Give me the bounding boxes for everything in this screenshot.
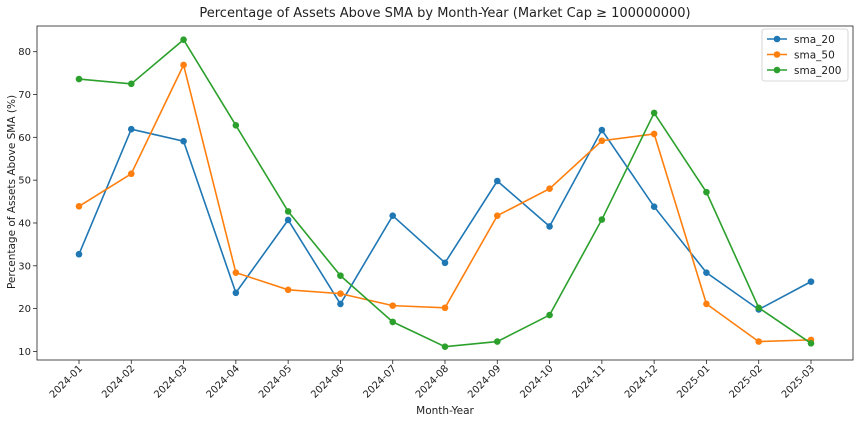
x-tick-label: 2024-04 — [205, 363, 242, 400]
x-tick-label: 2025-03 — [780, 363, 817, 400]
legend-label-sma_20: sma_20 — [794, 34, 835, 46]
y-tick-label: 20 — [18, 304, 31, 315]
data-point-sma_200 — [232, 122, 240, 129]
legend-label-sma_200: sma_200 — [794, 65, 841, 77]
y-axis-label: Percentage of Assets Above SMA (%) — [6, 95, 18, 289]
data-point-sma_200 — [284, 208, 292, 215]
x-tick-label: 2024-09 — [466, 363, 503, 400]
data-point-sma_20 — [127, 125, 135, 133]
data-point-sma_200 — [337, 272, 344, 279]
x-tick-label: 2024-07 — [362, 363, 399, 400]
y-tick-label: 70 — [18, 90, 31, 101]
data-point-sma_20 — [650, 203, 658, 211]
data-point-sma_200 — [598, 216, 606, 223]
data-point-sma_200 — [75, 75, 83, 83]
y-tick-label: 60 — [18, 133, 31, 144]
data-point-sma_50 — [493, 212, 501, 219]
data-point-sma_50 — [389, 302, 397, 309]
data-point-sma_20 — [703, 269, 710, 276]
data-point-sma_50 — [180, 61, 187, 69]
chart-title: Percentage of Assets Above SMA by Month-… — [199, 6, 690, 21]
data-point-sma_20 — [598, 126, 606, 134]
data-point-sma_200 — [546, 311, 553, 319]
plot-area: 10 20 30 40 50 60 70 80 2024-01 2024-02 2024-03 202… — [18, 25, 854, 401]
x-tick-label: 2024-08 — [414, 363, 451, 400]
x-axis-label: Month-Year — [416, 405, 474, 417]
data-point-sma_20 — [232, 289, 240, 297]
x-tick-label: 2024-03 — [152, 363, 189, 400]
data-point-sma_200 — [180, 36, 187, 44]
data-point-sma_50 — [337, 290, 344, 297]
data-point-sma_20 — [441, 259, 449, 267]
x-tick-label: 2024-02 — [100, 363, 137, 400]
data-point-sma_50 — [441, 304, 449, 312]
legend-label-sma_50: sma_50 — [794, 49, 835, 61]
y-tick-label: 50 — [18, 176, 31, 187]
data-point-sma_50 — [703, 300, 710, 308]
legend-box — [761, 28, 849, 82]
data-point-sma_200 — [755, 304, 763, 312]
data-point-sma_20 — [493, 177, 501, 185]
y-tick-label: 10 — [18, 347, 31, 358]
x-tick-label: 2024-12 — [623, 363, 660, 400]
data-point-sma_50 — [650, 130, 658, 138]
series-line-sma_50 — [78, 62, 812, 343]
data-point-sma_200 — [493, 338, 501, 345]
data-point-sma_50 — [232, 269, 240, 276]
x-tick-label: 2024-05 — [257, 363, 294, 400]
x-tick-label: 2024-10 — [518, 363, 555, 400]
data-point-sma_200 — [389, 318, 397, 326]
x-tick-label: 2024-11 — [571, 363, 608, 400]
legend: sma_20 sma_50 sma_200 — [761, 28, 849, 82]
legend-swatch-marker — [773, 51, 781, 58]
x-tick-label: 2025-01 — [675, 363, 712, 400]
data-point-sma_20 — [337, 300, 344, 308]
data-point-sma_50 — [284, 286, 292, 294]
data-point-sma_20 — [546, 223, 553, 230]
data-point-sma_20 — [807, 278, 815, 285]
y-tick-label: 30 — [18, 261, 31, 272]
data-point-sma_200 — [127, 80, 135, 88]
data-point-sma_200 — [807, 340, 815, 347]
y-tick-label: 80 — [18, 47, 31, 58]
data-point-sma_200 — [441, 343, 449, 351]
x-tick-label: 2024-01 — [48, 363, 85, 400]
x-tick-label: 2024-06 — [309, 363, 346, 400]
data-point-sma_200 — [650, 109, 658, 117]
data-point-sma_20 — [284, 216, 292, 224]
data-point-sma_50 — [75, 202, 83, 210]
data-point-sma_50 — [598, 137, 606, 145]
data-point-sma_50 — [546, 185, 553, 193]
data-point-sma_20 — [389, 212, 397, 219]
data-point-sma_20 — [75, 250, 83, 258]
y-tick-label: 40 — [18, 218, 31, 229]
data-point-sma_200 — [703, 188, 710, 196]
data-point-sma_50 — [127, 170, 135, 178]
series-line-sma_20 — [78, 128, 812, 311]
legend-swatch-marker — [773, 66, 781, 74]
legend-swatch-marker — [773, 35, 781, 43]
data-point-sma_20 — [180, 137, 187, 145]
x-tick-label: 2025-02 — [728, 363, 765, 400]
data-point-sma_50 — [755, 338, 763, 345]
